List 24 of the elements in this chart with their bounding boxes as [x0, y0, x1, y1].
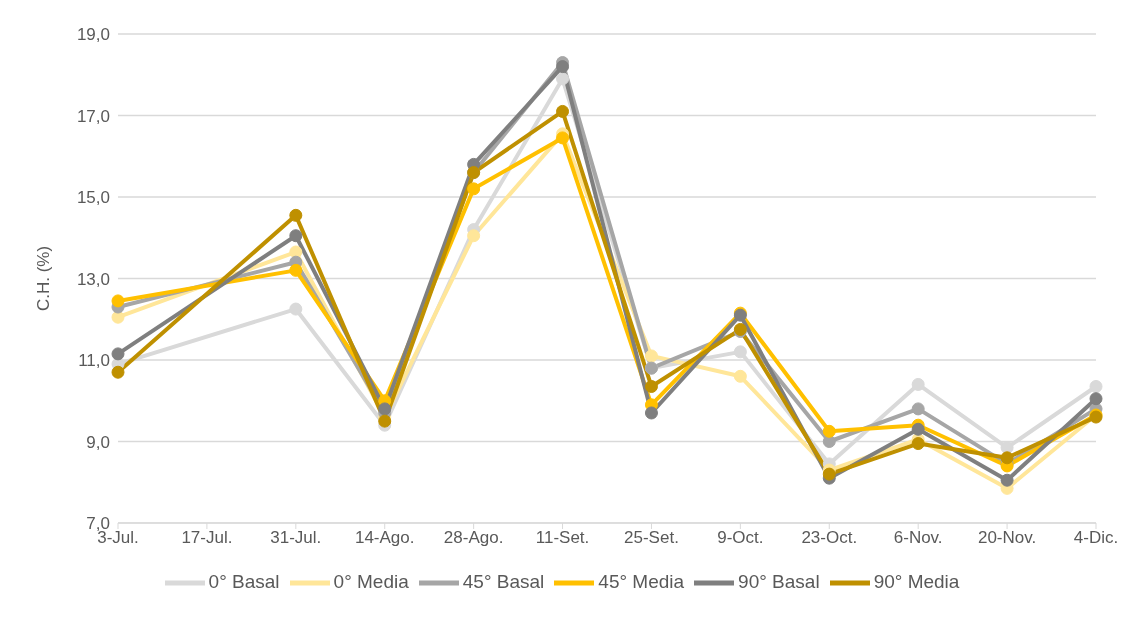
- y-tick-label: 15,0: [76, 188, 110, 208]
- x-tick-label: 17-Jul.: [181, 528, 233, 548]
- legend-label: 0° Media: [333, 571, 409, 593]
- y-tick-label: 11,0: [78, 351, 110, 371]
- x-tick-label: 31-Jul.: [270, 528, 322, 548]
- x-tick-label: 20-Nov.: [977, 528, 1037, 548]
- legend-label: 45° Media: [598, 571, 685, 593]
- legend-label: 0° Basal: [208, 571, 280, 593]
- x-tick-label: 23-Oct.: [801, 528, 858, 548]
- x-tick-label: 28-Ago.: [443, 528, 504, 548]
- y-tick-label: 19,0: [76, 25, 110, 45]
- y-tick-label: 13,0: [76, 269, 110, 289]
- x-tick-label: 25-Set.: [624, 528, 679, 548]
- legend-label: 45° Basal: [462, 571, 545, 593]
- y-tick-label: 17,0: [76, 106, 110, 126]
- x-tick-label: 11-Set.: [535, 528, 590, 548]
- y-axis-title: C.H. (%): [34, 245, 54, 312]
- x-tick-label: 4-Dic.: [1073, 528, 1119, 548]
- x-tick-label: 6-Nov.: [893, 528, 943, 548]
- x-tick-label: 14-Ago.: [354, 528, 415, 548]
- x-tick-label: 9-Oct.: [717, 528, 764, 548]
- y-tick-label: 9,0: [86, 432, 110, 452]
- legend-label: 90° Media: [873, 571, 960, 593]
- legend-label: 90° Basal: [738, 571, 820, 593]
